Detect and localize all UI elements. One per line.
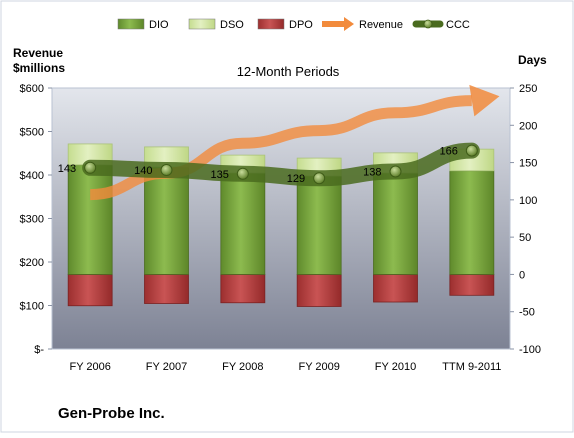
- right-tick-label: 200: [519, 120, 537, 132]
- legend-swatch: [257, 18, 285, 30]
- x-tick-label: TTM 9-2011: [442, 361, 501, 373]
- bar-dpo: [449, 274, 495, 296]
- left-tick-label: $300: [20, 214, 44, 226]
- bar-dpo: [373, 274, 418, 303]
- ccc-point: [160, 164, 173, 177]
- legend-label: CCC: [446, 19, 470, 31]
- bar-dpo: [67, 274, 113, 307]
- legend-marker: [423, 19, 433, 29]
- left-tick-label: $500: [20, 127, 44, 139]
- left-axis-title-line2: $millions: [13, 61, 65, 75]
- ccc-data-label: 129: [287, 173, 305, 185]
- right-tick-label: 250: [519, 83, 537, 95]
- ccc-data-label: 138: [363, 167, 381, 179]
- bar-dio: [449, 170, 495, 275]
- ccc-point: [389, 165, 402, 178]
- left-tick-label: $200: [20, 257, 44, 269]
- legend-label: DIO: [149, 19, 169, 31]
- ccc-data-label: 135: [210, 169, 228, 181]
- right-tick-label: 0: [519, 269, 525, 281]
- right-tick-label: 100: [519, 195, 537, 207]
- ccc-point: [465, 144, 478, 157]
- legend-label: Revenue: [359, 19, 403, 31]
- bar-dio: [220, 172, 266, 275]
- x-tick-label: FY 2007: [146, 361, 187, 373]
- bar-dio: [373, 172, 418, 275]
- x-tick-label: FY 2006: [69, 361, 110, 373]
- ccc-data-label: 143: [58, 163, 76, 175]
- legend-label: DSO: [220, 19, 244, 31]
- x-tick-label: FY 2010: [375, 361, 416, 373]
- right-axis-title: Days: [518, 53, 547, 67]
- bar-dpo: [296, 274, 342, 307]
- x-tick-label: FY 2008: [222, 361, 263, 373]
- bar-dio: [296, 175, 342, 275]
- chart-title: 12-Month Periods: [237, 64, 340, 79]
- ccc-point: [313, 172, 326, 185]
- bar-dpo: [144, 274, 189, 304]
- legend-arrowhead: [344, 17, 354, 31]
- legend-swatch: [117, 18, 145, 30]
- bar-dpo: [220, 274, 266, 304]
- bar-dio: [67, 164, 113, 275]
- bar-dio: [144, 166, 189, 275]
- right-tick-label: -50: [519, 307, 535, 319]
- lines-group: 143 140 135 129 138 166: [58, 84, 500, 201]
- company-name: Gen-Probe Inc.: [58, 405, 165, 422]
- left-axis-title-line1: Revenue: [13, 46, 63, 60]
- left-tick-label: $-: [34, 344, 44, 356]
- axes-group: $- $100 $200 $300 $400 $500 $600 -100 -50 0 50 100 1…: [20, 83, 542, 373]
- legend: DIO DSO DPO Revenue CCC: [117, 17, 470, 31]
- legend-label: DPO: [289, 19, 313, 31]
- plot-area: [51, 87, 511, 350]
- ccc-data-label: 166: [439, 146, 457, 158]
- x-tick-label: FY 2009: [298, 361, 339, 373]
- bars-group: [67, 143, 495, 307]
- left-tick-label: $400: [20, 170, 44, 182]
- ccc-point: [84, 161, 97, 174]
- plot-background: [51, 87, 511, 350]
- legend-swatch: [188, 18, 216, 30]
- ccc-data-label: 140: [134, 165, 152, 177]
- right-tick-label: -100: [519, 344, 541, 356]
- revenue-arrowhead: [469, 84, 500, 117]
- right-tick-label: 150: [519, 158, 537, 170]
- right-tick-label: 50: [519, 232, 531, 244]
- left-tick-label: $600: [20, 83, 44, 95]
- ccc-point: [236, 167, 249, 180]
- left-tick-label: $100: [20, 301, 44, 313]
